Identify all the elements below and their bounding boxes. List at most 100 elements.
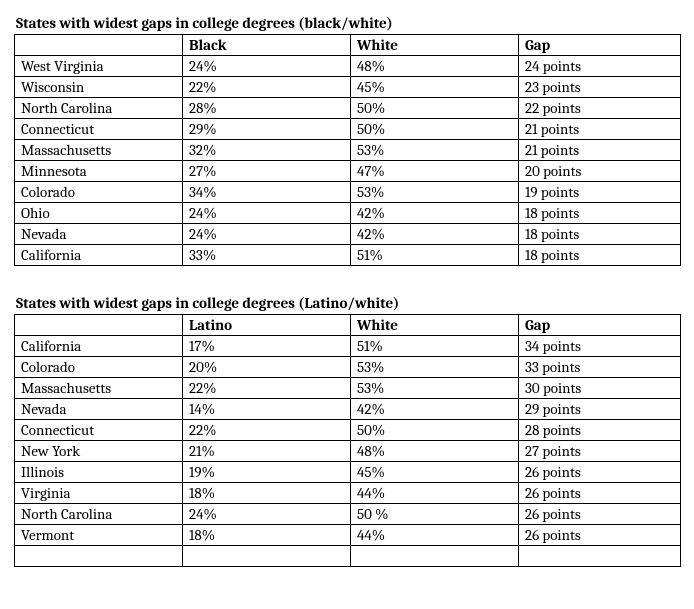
table-row: Colorado20%53%33 points: [15, 357, 681, 378]
column-header: Gap: [519, 315, 681, 336]
table-row: North Carolina24%50 %26 points: [15, 504, 681, 525]
table-row: Massachusetts32%53%21 points: [15, 140, 681, 161]
table-title: States with widest gaps in college degre…: [14, 294, 680, 312]
table-cell: California: [15, 245, 183, 266]
tables-root: States with widest gaps in college degre…: [14, 14, 680, 567]
table-cell: North Carolina: [15, 98, 183, 119]
table-cell: 26 points: [519, 462, 681, 483]
table-cell: 47%: [351, 161, 519, 182]
table-cell: [15, 546, 183, 567]
table-cell: New York: [15, 441, 183, 462]
column-header: White: [351, 315, 519, 336]
table-block: States with widest gaps in college degre…: [14, 14, 680, 266]
data-table: BlackWhiteGapWest Virginia24%48%24 point…: [14, 34, 681, 266]
table-cell: 18%: [183, 483, 351, 504]
table-cell: North Carolina: [15, 504, 183, 525]
table-cell: 50%: [351, 119, 519, 140]
table-cell: Ohio: [15, 203, 183, 224]
table-row: California17%51%34 points: [15, 336, 681, 357]
table-row: New York21%48%27 points: [15, 441, 681, 462]
table-cell: 50%: [351, 98, 519, 119]
table-cell: 27%: [183, 161, 351, 182]
table-cell: 53%: [351, 182, 519, 203]
table-cell: 28 points: [519, 420, 681, 441]
table-cell: 50 %: [351, 504, 519, 525]
table-row: Nevada24%42%18 points: [15, 224, 681, 245]
table-cell: 28%: [183, 98, 351, 119]
table-row: Minnesota27%47%20 points: [15, 161, 681, 182]
table-cell: 24 points: [519, 56, 681, 77]
table-cell: 33 points: [519, 357, 681, 378]
table-cell: 26 points: [519, 525, 681, 546]
table-row: California33%51%18 points: [15, 245, 681, 266]
table-cell: 33%: [183, 245, 351, 266]
table-cell: 44%: [351, 525, 519, 546]
column-header: [15, 315, 183, 336]
table-cell: California: [15, 336, 183, 357]
table-cell: [183, 546, 351, 567]
table-row: Colorado34%53%19 points: [15, 182, 681, 203]
table-cell: 22%: [183, 77, 351, 98]
table-cell: West Virginia: [15, 56, 183, 77]
table-cell: 26 points: [519, 483, 681, 504]
table-cell: [519, 546, 681, 567]
table-cell: 51%: [351, 336, 519, 357]
table-cell: 18 points: [519, 203, 681, 224]
table-cell: Minnesota: [15, 161, 183, 182]
table-row: Nevada14%42%29 points: [15, 399, 681, 420]
table-cell: 22%: [183, 420, 351, 441]
table-cell: 19 points: [519, 182, 681, 203]
table-header-row: LatinoWhiteGap: [15, 315, 681, 336]
table-row: Virginia18%44%26 points: [15, 483, 681, 504]
table-cell: 20%: [183, 357, 351, 378]
table-cell: 21 points: [519, 119, 681, 140]
table-row: Massachusetts22%53%30 points: [15, 378, 681, 399]
table-header-row: BlackWhiteGap: [15, 35, 681, 56]
table-title: States with widest gaps in college degre…: [14, 14, 680, 32]
table-row: West Virginia24%48%24 points: [15, 56, 681, 77]
column-header: Gap: [519, 35, 681, 56]
table-cell: 20 points: [519, 161, 681, 182]
table-cell: 45%: [351, 77, 519, 98]
table-cell: 18 points: [519, 224, 681, 245]
table-cell: Colorado: [15, 182, 183, 203]
table-row: [15, 546, 681, 567]
table-cell: 26 points: [519, 504, 681, 525]
table-cell: Connecticut: [15, 119, 183, 140]
table-cell: 24%: [183, 56, 351, 77]
table-row: Vermont18%44%26 points: [15, 525, 681, 546]
table-cell: 24%: [183, 224, 351, 245]
table-cell: Connecticut: [15, 420, 183, 441]
table-block: States with widest gaps in college degre…: [14, 294, 680, 567]
table-cell: 42%: [351, 203, 519, 224]
table-row: Illinois19%45%26 points: [15, 462, 681, 483]
table-row: Wisconsin22%45%23 points: [15, 77, 681, 98]
table-row: Connecticut22%50%28 points: [15, 420, 681, 441]
table-cell: 30 points: [519, 378, 681, 399]
table-cell: 51%: [351, 245, 519, 266]
table-cell: Massachusetts: [15, 140, 183, 161]
table-cell: 18 points: [519, 245, 681, 266]
table-cell: 24%: [183, 504, 351, 525]
table-cell: 24%: [183, 203, 351, 224]
table-cell: 45%: [351, 462, 519, 483]
table-cell: 21 points: [519, 140, 681, 161]
table-cell: 53%: [351, 378, 519, 399]
column-header: Latino: [183, 315, 351, 336]
table-cell: 53%: [351, 357, 519, 378]
table-cell: 32%: [183, 140, 351, 161]
column-header: White: [351, 35, 519, 56]
table-cell: 22 points: [519, 98, 681, 119]
table-cell: Illinois: [15, 462, 183, 483]
table-cell: 21%: [183, 441, 351, 462]
table-row: Ohio24%42%18 points: [15, 203, 681, 224]
table-cell: 42%: [351, 224, 519, 245]
table-cell: 34 points: [519, 336, 681, 357]
table-row: Connecticut29%50%21 points: [15, 119, 681, 140]
table-cell: 44%: [351, 483, 519, 504]
table-cell: 29%: [183, 119, 351, 140]
table-cell: 19%: [183, 462, 351, 483]
table-cell: Nevada: [15, 224, 183, 245]
table-cell: 48%: [351, 441, 519, 462]
column-header: [15, 35, 183, 56]
